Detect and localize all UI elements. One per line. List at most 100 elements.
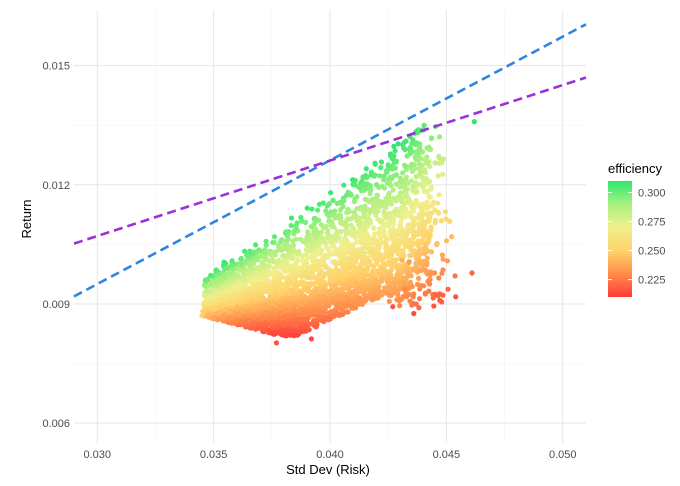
scatter-point xyxy=(331,269,337,275)
scatter-point xyxy=(393,181,399,187)
scatter-point xyxy=(310,290,316,296)
scatter-point xyxy=(237,282,243,289)
scatter-point xyxy=(329,251,335,257)
scatter-point xyxy=(311,233,317,240)
scatter-point xyxy=(449,234,455,240)
scatter-point xyxy=(300,316,306,323)
capital-market-line-blue xyxy=(73,23,587,298)
scatter-point xyxy=(324,244,330,250)
scatter-point xyxy=(304,324,310,330)
scatter-point xyxy=(247,317,253,323)
scatter-point xyxy=(447,218,453,224)
scatter-point xyxy=(281,243,288,249)
scatter-point xyxy=(374,259,380,265)
scatter-points xyxy=(199,119,477,346)
scatter-point xyxy=(297,329,304,335)
scatter-point xyxy=(436,210,442,216)
scatter-point xyxy=(287,276,293,283)
scatter-point xyxy=(291,317,297,324)
scatter-point xyxy=(373,212,379,218)
legend-label: 0.225 xyxy=(638,275,666,287)
scatter-point xyxy=(356,184,362,190)
scatter-point xyxy=(396,273,403,279)
scatter-point xyxy=(428,184,434,190)
scatter-point xyxy=(360,277,366,284)
scatter-point xyxy=(442,209,448,215)
scatter-point xyxy=(265,267,271,273)
scatter-point xyxy=(306,306,313,313)
scatter-point xyxy=(436,275,442,281)
scatter-point xyxy=(398,237,404,243)
scatter-point xyxy=(397,284,404,290)
scatter-point xyxy=(379,278,385,284)
scatter-point xyxy=(266,271,272,278)
scatter-point xyxy=(264,289,270,295)
scatter-point xyxy=(277,239,283,245)
scatter-point xyxy=(426,159,432,165)
scatter-point xyxy=(391,290,397,296)
scatter-point xyxy=(391,209,397,215)
scatter-point xyxy=(372,172,378,178)
scatter-point xyxy=(385,196,391,202)
scatter-point xyxy=(413,140,419,146)
scatter-point xyxy=(222,266,228,272)
scatter-point xyxy=(281,321,287,327)
scatter-point xyxy=(334,200,340,207)
scatter-point xyxy=(260,280,267,286)
scatter-point xyxy=(272,320,278,326)
scatter-point xyxy=(354,298,360,304)
scatter-point xyxy=(400,170,406,176)
scatter-point xyxy=(428,269,434,275)
scatter-point xyxy=(308,336,314,342)
scatter-point xyxy=(403,294,410,300)
scatter-point xyxy=(285,252,291,258)
scatter-point xyxy=(241,287,247,293)
scatter-point xyxy=(378,159,385,165)
scatter-point xyxy=(292,275,298,282)
scatter-point xyxy=(204,313,211,319)
scatter-point xyxy=(287,332,293,338)
scatter-point xyxy=(268,252,274,258)
scatter-point xyxy=(293,261,299,268)
scatter-point xyxy=(402,236,408,242)
scatter-point xyxy=(357,262,363,268)
scatter-point xyxy=(427,277,433,283)
scatter-point xyxy=(254,249,260,255)
scatter-point xyxy=(375,246,381,252)
scatter-point xyxy=(245,296,251,303)
scatter-point xyxy=(378,217,384,224)
scatter-point xyxy=(305,286,311,292)
scatter-point xyxy=(334,312,340,318)
scatter-point xyxy=(363,236,369,242)
scatter-point xyxy=(240,275,246,281)
scatter-point xyxy=(284,261,290,267)
scatter-point xyxy=(423,268,429,274)
scatter-point xyxy=(340,308,346,314)
scatter-point xyxy=(231,293,237,299)
scatter-point xyxy=(421,122,427,128)
scatter-point xyxy=(421,202,427,208)
scatter-point xyxy=(374,192,381,198)
scatter-point xyxy=(433,217,439,223)
scatter-point xyxy=(351,230,357,236)
scatter-point xyxy=(418,249,424,255)
scatter-point xyxy=(418,267,424,274)
scatter-point xyxy=(256,295,262,301)
scatter-point xyxy=(386,285,392,291)
x-tick-labels: 0.030 0.035 0.040 0.045 0.050 xyxy=(84,449,577,461)
scatter-point xyxy=(361,292,368,298)
scatter-point xyxy=(388,267,394,273)
scatter-point xyxy=(250,285,256,291)
x-tick-label: 0.040 xyxy=(316,449,344,461)
legend-title: efficiency xyxy=(608,161,662,176)
scatter-point xyxy=(440,292,446,298)
scatter-point xyxy=(391,143,397,149)
scatter-point xyxy=(394,237,400,243)
scatter-point xyxy=(335,251,341,257)
scatter-point xyxy=(296,248,302,254)
scatter-point xyxy=(270,257,276,263)
scatter-point xyxy=(372,203,378,209)
scatter-point xyxy=(234,317,240,324)
scatter-point xyxy=(389,155,395,162)
scatter-point xyxy=(353,270,359,276)
